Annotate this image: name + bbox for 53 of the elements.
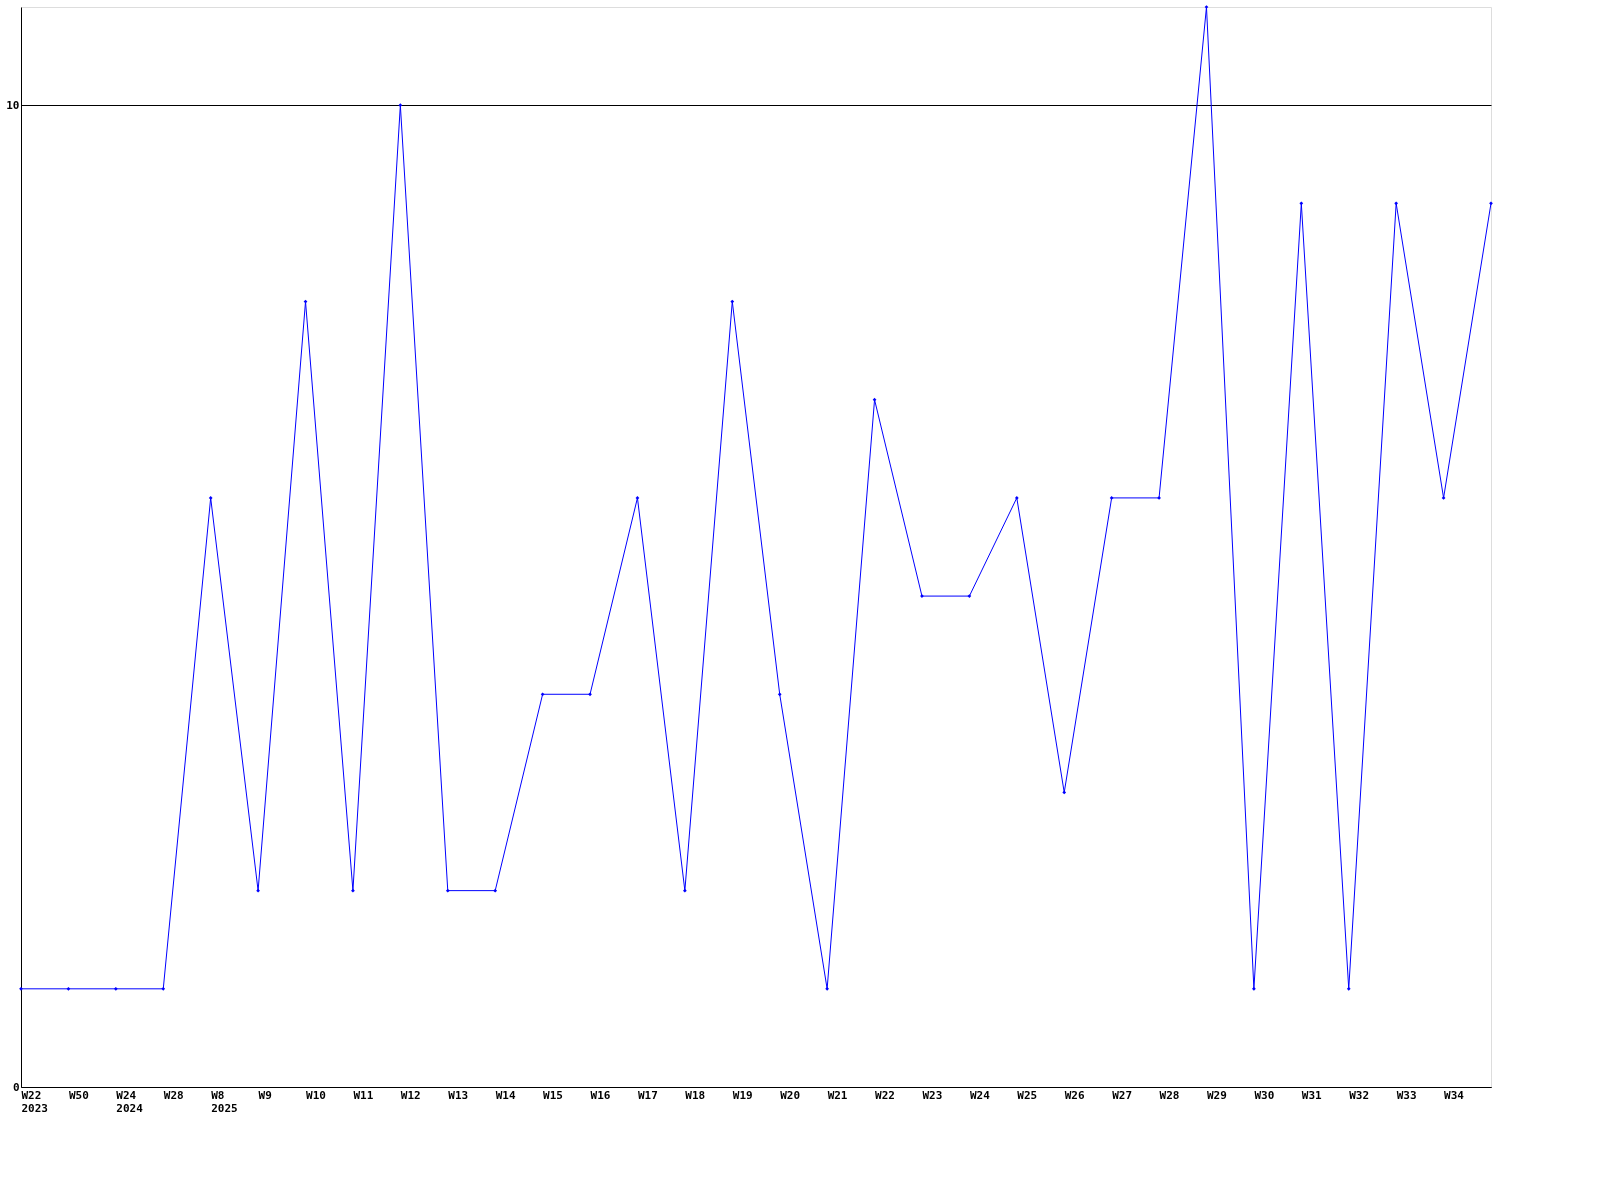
x-tick-label: W32 (1349, 1088, 1370, 1102)
x-tick-label: W8 2025 (211, 1088, 238, 1115)
x-tick-label: W26 (1064, 1088, 1085, 1102)
x-tick-label: W23 (922, 1088, 943, 1102)
point (1441, 496, 1446, 500)
x-tick-label: W27 (1112, 1088, 1133, 1102)
x-tick-label: W11 (353, 1088, 374, 1102)
x-tick-label: W25 (1017, 1088, 1038, 1102)
point (66, 986, 71, 991)
x-tick-label: W24 2024 (116, 1088, 144, 1115)
x-tick-label: W12 (400, 1088, 421, 1102)
x-tick-label: W22 (875, 1088, 895, 1102)
point (208, 496, 213, 500)
y-tick-label: 10 (6, 98, 20, 112)
x-tick-label: W16 (590, 1088, 611, 1102)
point (1204, 5, 1209, 9)
point (967, 594, 972, 598)
point (351, 888, 355, 893)
x-tick-label: W13 (448, 1088, 469, 1102)
x-tick-label: W18 (685, 1088, 706, 1102)
x-tick-label: W22 2023 (21, 1088, 48, 1115)
point (1109, 496, 1114, 500)
x-tick-label: W14 (495, 1088, 516, 1102)
point (493, 888, 498, 893)
point (398, 103, 403, 108)
point (635, 496, 640, 500)
x-tick-label: W9 (258, 1088, 272, 1102)
point (1062, 790, 1067, 795)
x-tick-label: W28 (163, 1088, 184, 1102)
x-tick-label: W10 (306, 1088, 326, 1102)
x-tick-label: W31 (1301, 1088, 1323, 1102)
x-tick-label: W50 (68, 1088, 89, 1102)
x-tick-label: W28 (1159, 1088, 1180, 1102)
x-tick-label: W21 (827, 1088, 848, 1102)
point (19, 986, 23, 991)
x-tick-label: W20 (780, 1088, 801, 1102)
x-tick-label: W19 (732, 1088, 753, 1102)
point (588, 692, 592, 697)
x-tick-label: W15 (543, 1088, 563, 1102)
point (872, 397, 877, 402)
point (445, 888, 450, 893)
point (256, 888, 260, 893)
x-tick-label: W33 (1396, 1088, 1417, 1102)
point (683, 888, 687, 893)
x-tick-label: W17 (637, 1088, 658, 1102)
x-tick-label: W34 (1444, 1088, 1465, 1102)
x-tick-label: W29 (1206, 1088, 1227, 1102)
y-tick-label: 0 (12, 1080, 20, 1094)
x-tick-label: W30 (1254, 1088, 1275, 1102)
point (1394, 201, 1399, 206)
point (1489, 201, 1493, 206)
x-tick-label: W24 (969, 1088, 991, 1102)
point (730, 299, 735, 304)
